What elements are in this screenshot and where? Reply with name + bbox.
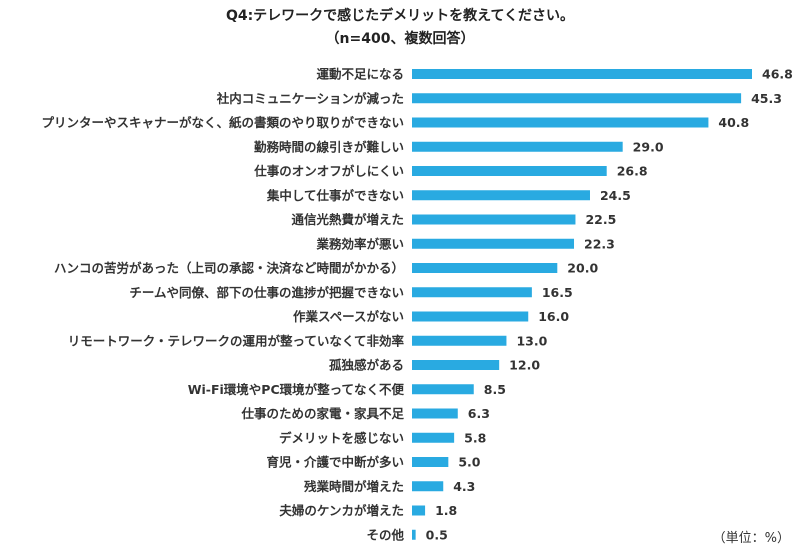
bar [412,287,532,298]
value-label: 24.5 [600,188,631,203]
bar [412,93,742,104]
unit-label: （単位：%） [713,530,790,546]
category-label: 勤務時間の線引きが難しい [254,139,404,154]
value-label: 5.8 [464,430,486,445]
value-label: 6.3 [468,406,490,421]
bar [412,408,458,419]
value-label: 8.5 [484,382,506,397]
category-label: 孤独感がある [329,358,404,373]
value-label: 20.0 [567,261,598,276]
value-label: 16.5 [542,285,573,300]
value-label: 13.0 [516,333,547,348]
bar [412,529,416,540]
category-label: 作業スペースがない [293,309,404,324]
category-label: 仕事のための家電・家具不足 [240,406,404,421]
value-label: 45.3 [751,91,782,106]
bar [412,263,558,273]
bar [412,432,455,443]
category-label: 夫婦のケンカが増えた [279,503,404,518]
category-label: チームや同僚、部下の仕事の進捗が把握できない [129,285,404,300]
value-label: 26.8 [617,164,648,179]
bar [412,311,529,322]
value-label: 1.8 [435,503,457,518]
bar [412,190,590,201]
bar [412,117,709,128]
category-label: プリンターやスキャナーがなく、紙の書類のやり取りができない [41,115,404,130]
bar [412,457,449,467]
bar [412,335,507,346]
category-label: デメリットを感じない [279,430,404,445]
category-label: 運動不足になる [316,67,404,82]
bar [412,481,444,492]
bar [412,238,575,249]
bars-group: 運動不足になる 46.8 社内コミュニケーションが減った 45.3 プリンターやスキャナ… [41,67,792,543]
category-label: Wi-Fi環境やPC環境が整ってなく不便 [188,382,405,397]
category-label: ハンコの苦労があった（上司の承認・決済など時間がかかる） [54,261,404,276]
value-label: 16.0 [538,309,569,324]
bar [412,505,426,516]
category-label: 育児・介護で中断が多い [266,455,404,470]
value-label: 4.3 [453,479,475,494]
bar [412,141,623,152]
category-label: 残業時間が増えた [304,479,404,494]
value-label: 12.0 [509,358,540,373]
bar [412,69,752,79]
value-label: 22.5 [585,212,616,227]
category-label: 仕事のオンオフがしにくい [253,164,404,179]
category-label: 社内コミュニケーションが減った [216,91,404,106]
category-label: 集中して仕事ができない [266,188,404,203]
chart-subtitle: （n=400、複数回答） [326,30,475,47]
category-label: 業務効率が悪い [315,236,404,251]
value-label: 0.5 [426,527,448,542]
value-label: 22.3 [584,236,615,251]
bar [412,360,500,370]
value-label: 46.8 [762,67,793,82]
category-label: リモートワーク・テレワークの運用が整っていなくて非効率 [68,333,405,348]
value-label: 5.0 [458,455,480,470]
bar [412,166,607,176]
value-label: 29.0 [633,139,664,154]
bar [412,384,474,395]
bar [412,214,576,225]
chart-title: Q4:テレワークで感じたデメリットを教えてください。 [226,7,574,24]
category-label: その他 [366,527,404,542]
category-label: 通信光熱費が増えた [291,212,404,227]
value-label: 40.8 [718,115,749,130]
